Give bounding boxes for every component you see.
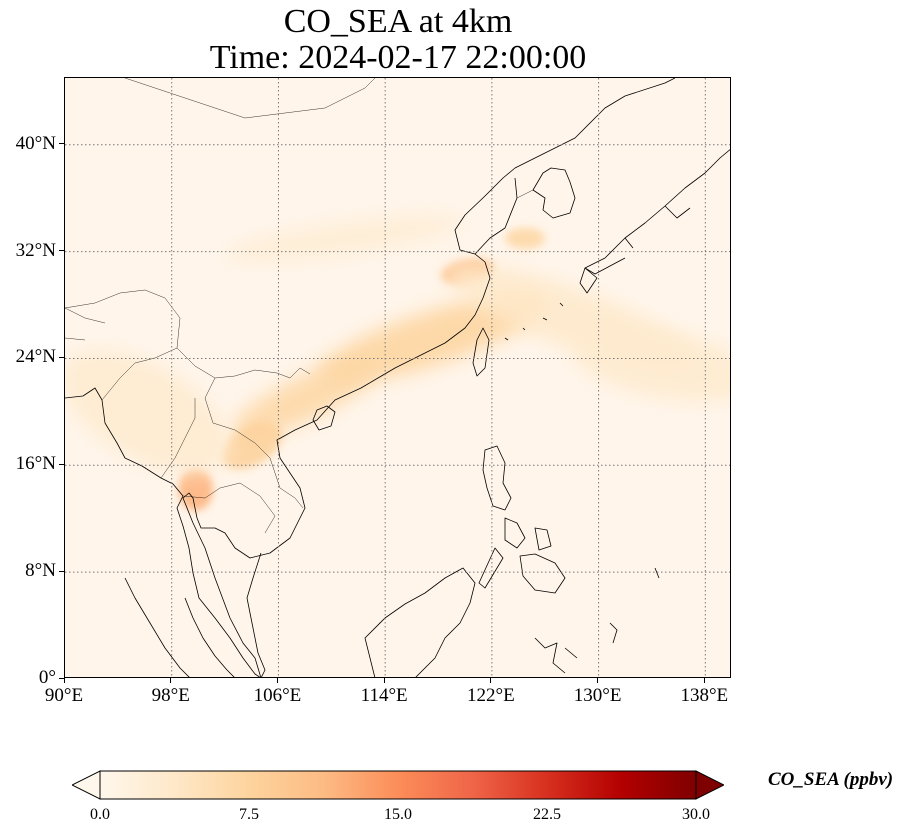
colorbar [70, 770, 726, 800]
border-thailand-cambodia [182, 482, 276, 534]
border-myanmar [101, 347, 196, 479]
hainan-coastline [312, 405, 336, 431]
colorbar-svg [70, 770, 726, 800]
colorbar-gradient [99, 770, 697, 800]
colorbar-tick-label: 15.0 [384, 806, 412, 823]
lat-tick-label: 40°N [15, 132, 56, 154]
lat-tick-mark [59, 677, 64, 679]
border-china-south [65, 289, 311, 379]
indochina-coastline [182, 78, 676, 677]
lon-tick-mark [63, 678, 65, 683]
concentration-field [65, 215, 730, 511]
border-laos-vietnam [204, 377, 304, 509]
plume-1 [232, 359, 379, 438]
moluccas-coast [609, 567, 660, 644]
lat-tick-label: 24°N [15, 346, 56, 368]
lon-tick-mark [490, 678, 492, 683]
lon-tick-mark [703, 678, 705, 683]
lat-tick-mark [59, 143, 64, 145]
plume-0 [317, 293, 547, 384]
kyushu-coast [579, 267, 598, 294]
title-line-2: Time: 2024-02-17 22:00:00 [209, 39, 587, 76]
lon-tick-label: 106°E [253, 685, 302, 706]
border-india-bhutan [65, 307, 106, 341]
plume-8 [226, 215, 465, 262]
sumatra-coast [124, 577, 190, 677]
lon-tick-label: 114°E [360, 685, 408, 706]
japan-coastline [584, 149, 730, 275]
colorbar-tick-label: 7.5 [239, 806, 259, 823]
title-line-1: CO_SEA at 4km [283, 3, 513, 40]
plume-5 [505, 227, 546, 249]
lat-tick-mark [59, 570, 64, 572]
lat-tick-mark [59, 356, 64, 358]
graticule [65, 78, 730, 677]
colorbar-tick-label: 30.0 [682, 806, 710, 823]
lat-tick-mark [59, 250, 64, 252]
lat-tick-label: 8°N [25, 560, 56, 582]
lat-tick-label: 16°N [15, 453, 56, 475]
ryukyu-islands [504, 302, 564, 341]
bohai-coast [474, 177, 518, 255]
colorbar-max-extension [695, 770, 726, 800]
lat-tick-mark [59, 463, 64, 465]
colorbar-tick-label: 22.5 [533, 806, 561, 823]
plume-9 [573, 328, 730, 402]
lat-tick-label: 32°N [15, 239, 56, 261]
malay-peninsula [184, 597, 235, 677]
map-area [64, 77, 731, 678]
borneo-coastline [364, 567, 476, 677]
border-china-korea [516, 189, 534, 199]
lon-tick-mark [170, 678, 172, 683]
plume-7 [65, 350, 230, 474]
lon-tick-mark [597, 678, 599, 683]
country-borders [65, 78, 534, 534]
colorbar-min-extension [70, 770, 101, 800]
lon-tick-mark [383, 678, 385, 683]
lon-tick-label: 130°E [573, 685, 622, 706]
colorbar-tick-label: 0.0 [90, 806, 110, 823]
lon-tick-mark [276, 678, 278, 683]
lat-tick-label: 0° [38, 667, 56, 688]
philippines-islands [478, 517, 566, 594]
lon-tick-label: 138°E [680, 685, 729, 706]
sulawesi-coast [534, 637, 578, 674]
colorbar-label: CO_SEA (ppbv) [768, 769, 894, 790]
plume-2 [221, 421, 283, 470]
lon-tick-label: 122°E [467, 685, 515, 706]
map-title: CO_SEA at 4km Time: 2024-02-17 22:00:00 [64, 4, 732, 76]
luzon-coastline [482, 445, 512, 511]
border-mongolia [124, 78, 376, 119]
gulf-of-thailand-coast [246, 552, 266, 677]
lon-tick-label: 98°E [151, 685, 190, 706]
map-canvas [65, 78, 730, 677]
lon-tick-label: 90°E [44, 685, 84, 706]
taiwan-coastline [472, 327, 490, 377]
korea-coastline [532, 167, 576, 219]
plume-3 [178, 467, 214, 511]
